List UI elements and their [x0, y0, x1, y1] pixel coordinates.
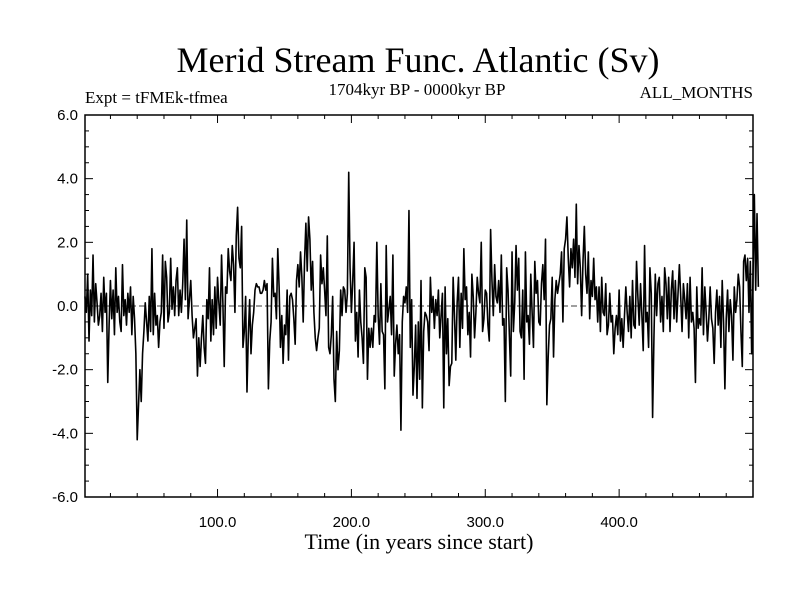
x-tick-label: 200.0	[333, 514, 371, 531]
series-line	[84, 171, 760, 441]
chart-title: Merid Stream Func. Atlantic (Sv)	[177, 40, 660, 80]
axis-tick-labels: 6.0 4.0 2.0 0.0 -2.0 -4.0 -6.0 100.0 200.0 300.0 4…	[52, 107, 638, 531]
months-label: ALL_MONTHS	[640, 83, 753, 102]
y-tick-label: -6.0	[52, 489, 78, 506]
x-tick-label: 400.0	[600, 514, 638, 531]
y-tick-label: -4.0	[52, 425, 78, 442]
y-tick-label: -2.0	[52, 362, 78, 379]
x-axis-label: Time (in years since start)	[305, 529, 534, 554]
x-tick-label: 300.0	[466, 514, 504, 531]
y-tick-label: 2.0	[57, 234, 78, 251]
plot-frame	[84, 114, 754, 498]
y-tick-label: 6.0	[57, 107, 78, 124]
y-tick-label: 0.0	[57, 298, 78, 315]
experiment-label: Expt = tFMEk-tfmea	[85, 88, 228, 107]
period-label: 1704kyr BP - 0000kyr BP	[329, 80, 506, 99]
y-tick-label: 4.0	[57, 171, 78, 188]
x-tick-label: 100.0	[199, 514, 237, 531]
